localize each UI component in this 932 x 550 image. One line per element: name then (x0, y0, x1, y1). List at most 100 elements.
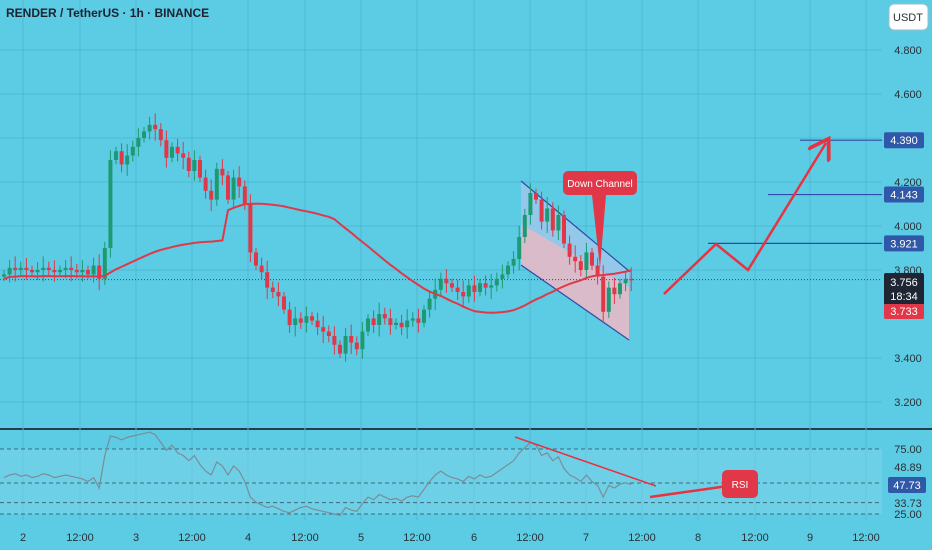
candle-body (489, 285, 494, 288)
channel-upper-line (520, 180, 630, 272)
candle-body (7, 267, 12, 275)
channel-label: Down Channel (567, 179, 633, 190)
candle-body (517, 237, 522, 259)
rsi-tick: 25.00 (894, 509, 922, 521)
candle-body (382, 314, 387, 319)
candle-body (472, 285, 477, 292)
candle-body (494, 278, 499, 286)
rsi-tick: 48.89 (894, 462, 922, 474)
candle-body (270, 287, 275, 292)
candle-body (511, 259, 516, 266)
price-tick: 4.200 (894, 177, 922, 189)
ma-value-box (884, 304, 924, 319)
time-tick: 7 (583, 532, 589, 544)
candle-body (550, 208, 555, 231)
candle-body (612, 287, 617, 295)
ma-value-label: 3.733 (890, 306, 918, 318)
candle-body (326, 331, 331, 336)
projection-arrow (663, 143, 826, 295)
pane-divider[interactable] (0, 428, 932, 430)
level-price-box (884, 186, 924, 203)
candle-body (209, 190, 214, 200)
candle-body (293, 318, 298, 325)
candle-body (416, 318, 421, 323)
candle-body (91, 265, 96, 275)
candle-body (388, 318, 393, 325)
time-tick: 3 (133, 532, 139, 544)
current-price-box (884, 273, 924, 305)
channel-label-pointer (592, 195, 606, 268)
candle-body (80, 270, 85, 273)
rsi-tick: 33.73 (894, 498, 922, 510)
rsi-tick: 75.00 (894, 444, 922, 456)
candle-body (86, 270, 90, 275)
candle-body (545, 208, 550, 222)
level-price-box (884, 132, 924, 149)
rsi-current-box (888, 477, 926, 493)
candle-body (58, 270, 62, 273)
candle-body (2, 274, 6, 277)
level-price-label: 4.143 (890, 190, 918, 202)
time-tick: 12:00 (178, 532, 206, 544)
candle-body (578, 261, 583, 270)
candle-body (422, 309, 426, 323)
projection-path (663, 143, 826, 295)
candle-body (455, 287, 460, 292)
level-price-box (884, 235, 924, 252)
chart-title: RENDER / TetherUS · 1h · BINANCE (6, 6, 210, 20)
candle-body (338, 344, 342, 354)
candle-body (153, 124, 158, 130)
price-axis[interactable]: USDT4.8004.6004.4004.2004.0003.8003.4003… (884, 3, 929, 521)
ma-line (3, 202, 632, 314)
candle-body (46, 267, 51, 270)
current-price-label: 3.756 (890, 277, 918, 289)
candle-body (466, 285, 471, 297)
rsi-label-box (722, 470, 758, 498)
candle-body (528, 193, 533, 215)
candle-body (175, 146, 180, 154)
candle-body (590, 252, 594, 266)
candle-body (354, 342, 359, 350)
candle-body (410, 318, 415, 321)
candle-body (186, 157, 191, 171)
candle-body (405, 320, 410, 328)
candle-body (13, 267, 18, 270)
candle-body (500, 274, 505, 279)
price-tick: 4.600 (894, 89, 922, 101)
candle-body (349, 336, 354, 343)
candle-body (332, 336, 337, 345)
candle-body (254, 252, 258, 266)
candle-body (595, 265, 600, 277)
time-tick: 12:00 (741, 532, 769, 544)
candle-body (461, 292, 466, 297)
candle-body (52, 270, 57, 273)
time-tick: 12:00 (516, 532, 544, 544)
candle-body (539, 199, 544, 222)
candle-body (310, 316, 314, 321)
candle-body (618, 283, 622, 295)
candle-body (360, 331, 365, 350)
candle-body (315, 320, 320, 328)
candle-body (108, 160, 113, 248)
candle-body (35, 270, 40, 273)
candle-body (198, 160, 202, 178)
time-axis[interactable]: 2 12:00 3 12:00 4 12:00 5 12:00 6 12:00 7 12:00 8 12:… (20, 532, 880, 544)
time-tick: 2 (20, 532, 26, 544)
candle-body (119, 151, 124, 165)
candle-body (158, 129, 163, 141)
candle-body (276, 292, 281, 297)
candle-body (259, 265, 264, 273)
candle-body (343, 336, 348, 354)
candle-body (63, 267, 68, 270)
candle-body (450, 283, 454, 288)
time-tick: 12:00 (852, 532, 880, 544)
candle-body (130, 146, 135, 156)
candle-body (114, 151, 118, 160)
countdown-label: 18:34 (890, 291, 918, 303)
candle-body (321, 327, 326, 332)
candle-body (220, 168, 225, 176)
time-tick: 4 (245, 532, 251, 544)
time-tick: 8 (695, 532, 701, 544)
